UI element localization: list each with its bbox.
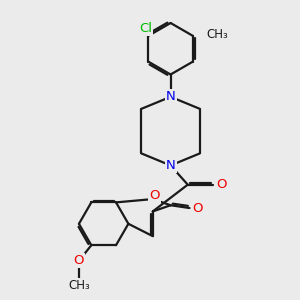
Text: Cl: Cl: [139, 22, 152, 35]
Text: CH₃: CH₃: [68, 279, 90, 292]
Text: O: O: [216, 178, 226, 191]
Text: CH₃: CH₃: [206, 28, 228, 41]
Text: N: N: [166, 90, 176, 103]
Text: O: O: [74, 254, 84, 267]
Text: O: O: [192, 202, 202, 214]
Text: N: N: [166, 159, 176, 172]
Text: O: O: [149, 189, 160, 202]
